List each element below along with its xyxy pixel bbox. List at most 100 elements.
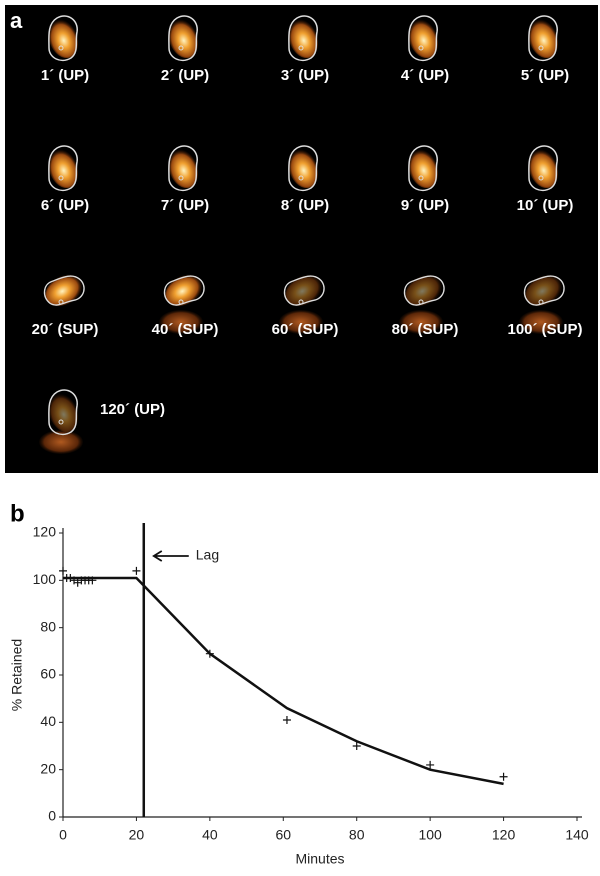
roi-outline [523,275,565,306]
tracer-blob [285,274,323,306]
tracer-blob [168,149,198,189]
roi-marker [178,299,184,305]
tracer-spill [39,430,83,454]
data-point [59,566,67,575]
roi-outline [288,145,318,192]
roi-marker [538,175,544,181]
roi-marker [58,175,64,181]
roi-marker [298,175,304,181]
roi-marker [418,175,424,181]
scan-frame [288,145,318,192]
y-tick-label: 80 [40,618,56,634]
roi-marker [58,299,64,305]
tracer-blob [408,19,438,59]
scan-frame [48,145,78,192]
y-tick-label: 100 [33,571,57,587]
frame-label: 7´ (UP) [161,197,209,214]
frame-label: 40´ (SUP) [152,321,219,338]
tracer-blob [48,149,78,189]
data-point [282,715,291,724]
lag-label: Lag [196,547,219,563]
scan-frame [168,145,198,192]
roi-marker [538,299,544,305]
roi-outline [48,145,78,192]
panel-label: b [10,500,25,527]
roi-outline [48,389,78,436]
x-tick-label: 120 [492,827,516,843]
tracer-blob [528,19,558,59]
scan-frame [519,274,565,334]
roi-outline [403,275,445,306]
roi-marker [298,299,304,305]
x-tick-label: 0 [59,827,67,843]
x-tick-label: 60 [275,827,291,843]
x-axis-label: Minutes [295,851,344,867]
scan-frame [48,15,78,62]
frame-label: 6´ (UP) [41,197,89,214]
roi-marker [418,299,424,305]
scan-frame [168,15,198,62]
frame-label: 4´ (UP) [401,67,449,84]
x-tick-label: 140 [565,827,589,843]
data-point [499,772,508,781]
lag-arrow [152,550,189,562]
tracer-blob [288,149,318,189]
frame-label: 1´ (UP) [41,67,89,84]
frame-label: 10´ (UP) [517,197,574,214]
scan-frame [288,15,318,62]
data-point [426,760,435,769]
tracer-blob [45,274,83,306]
frame-label: 20´ (SUP) [32,321,99,338]
roi-outline [163,275,205,306]
roi-marker [58,45,64,51]
frame-label: 60´ (SUP) [272,321,339,338]
tracer-blob [48,393,78,433]
roi-marker [418,45,424,51]
tracer-blob [168,19,198,59]
roi-marker [178,175,184,181]
frame-label: 2´ (UP) [161,67,209,84]
tracer-blob [165,274,203,306]
roi-outline [43,275,85,306]
roi-outline [283,275,325,306]
scan-frame [408,15,438,62]
roi-outline [408,15,438,62]
roi-outline [528,15,558,62]
roi-outline [168,15,198,62]
scan-frame [528,145,558,192]
tracer-blob [528,149,558,189]
scan-frame [399,274,445,334]
data-point [88,576,97,585]
y-axis-label: % Retained [9,639,25,711]
frames: 1´ (UP) 2´ (UP) 3´ (UP) 4´ (UP) 5´ (UP) 6´ (U… [32,15,583,454]
roi-outline [48,15,78,62]
roi-marker [298,45,304,51]
scan-frame [279,274,325,334]
data-point [132,566,141,575]
frame-label: 80´ (SUP) [392,321,459,338]
tracer-spill [519,310,563,334]
tracer-blob [525,274,563,306]
frame-label: 3´ (UP) [281,67,329,84]
tracer-spill [279,310,323,334]
x-tick-label: 100 [418,827,442,843]
roi-marker [58,419,64,425]
tracer-blob [288,19,318,59]
x-tick-label: 20 [129,827,145,843]
data-point [352,742,361,750]
tracer-blob [408,149,438,189]
roi-outline [288,15,318,62]
y-tick-label: 60 [40,666,56,682]
panel-label: a [10,8,23,33]
roi-marker [178,45,184,51]
scan-frame [408,145,438,192]
tracer-spill [159,310,203,334]
scan-frame [528,15,558,62]
scan-frame [159,274,205,334]
tracer-blob [405,274,443,306]
data-point [205,649,214,658]
roi-marker [538,45,544,51]
roi-outline [408,145,438,192]
